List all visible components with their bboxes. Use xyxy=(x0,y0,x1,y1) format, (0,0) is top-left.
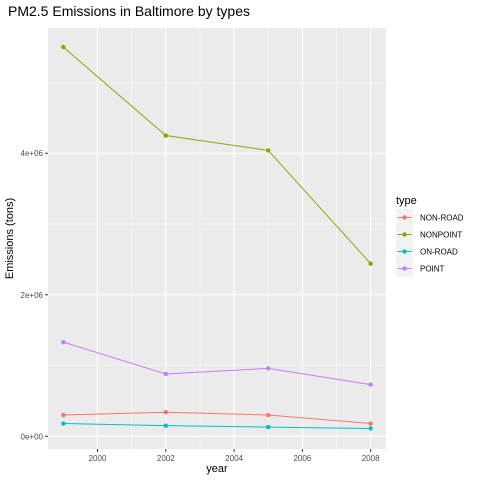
y-tick-label: 2e+06 xyxy=(21,291,44,300)
plot-panel xyxy=(48,28,386,449)
legend: type NON-ROAD NONPOINT ON-ROAD POINT xyxy=(396,195,464,277)
data-point-nonpoint xyxy=(163,133,168,138)
chart-title: PM2.5 Emissions in Baltimore by types xyxy=(8,3,250,19)
data-point-nonpoint xyxy=(368,261,373,266)
data-point-non-road xyxy=(368,421,373,426)
y-tick-label: 4e+06 xyxy=(21,149,44,158)
x-tick-label: 2002 xyxy=(157,454,175,463)
legend-label-non-road: NON-ROAD xyxy=(420,214,464,223)
series-line-on-road xyxy=(63,423,371,429)
data-point-on-road xyxy=(61,421,66,426)
x-axis-ticks: 2000 2002 2004 2006 2008 xyxy=(89,449,380,463)
data-point-point xyxy=(266,366,271,371)
legend-key-point-on-road xyxy=(402,249,407,254)
data-point-non-road xyxy=(266,412,271,418)
x-tick-label: 2008 xyxy=(362,454,380,463)
series-line-point xyxy=(63,341,371,386)
legend-key-point-non-road xyxy=(402,215,407,220)
series-layer xyxy=(61,44,373,431)
y-tick-label: 0e+00 xyxy=(21,432,44,441)
y-axis-title: Emissions (tons) xyxy=(4,198,16,279)
x-tick-label: 2004 xyxy=(225,454,243,463)
legend-label-nonpoint: NONPOINT xyxy=(420,231,462,240)
legend-label-on-road: ON-ROAD xyxy=(420,248,458,257)
data-point-point xyxy=(61,339,66,345)
data-point-nonpoint xyxy=(61,44,66,50)
x-tick-label: 2000 xyxy=(89,454,107,463)
series-line-non-road xyxy=(63,411,371,425)
data-point-on-road xyxy=(163,423,168,428)
data-point-non-road xyxy=(163,410,168,415)
data-point-non-road xyxy=(61,412,66,418)
data-point-nonpoint xyxy=(266,148,271,153)
data-point-on-road xyxy=(266,424,271,430)
x-axis-title: year xyxy=(206,463,228,475)
legend-title: type xyxy=(396,195,417,207)
grid-major xyxy=(48,28,386,449)
legend-keys: NON-ROAD NONPOINT ON-ROAD POINT xyxy=(396,209,464,277)
data-point-point xyxy=(368,382,373,387)
legend-key-point-point xyxy=(402,266,407,271)
x-tick-label: 2006 xyxy=(293,454,311,463)
data-point-point xyxy=(163,371,168,377)
legend-key-point-nonpoint xyxy=(402,232,407,237)
legend-label-point: POINT xyxy=(420,265,445,274)
series-line-nonpoint xyxy=(63,46,372,264)
y-axis-ticks: 0e+00 2e+06 4e+06 xyxy=(21,149,48,441)
data-point-on-road xyxy=(368,426,373,431)
